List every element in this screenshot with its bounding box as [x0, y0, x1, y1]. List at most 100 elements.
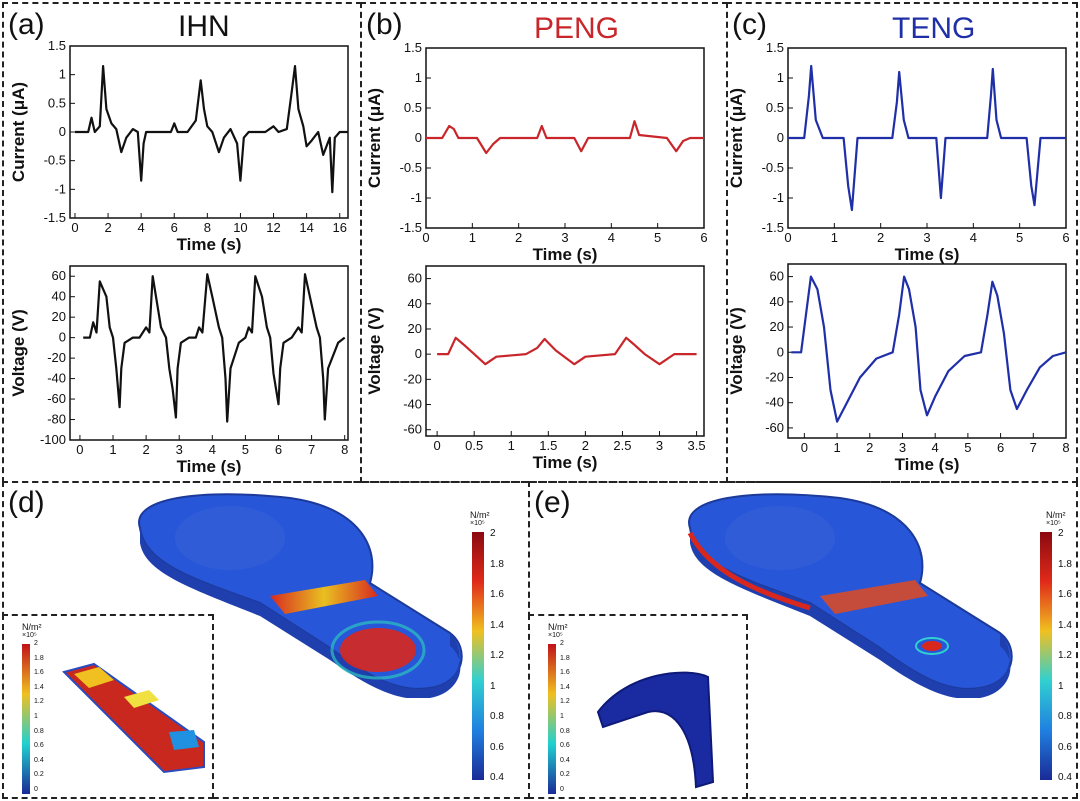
c-current-ytick-label: 1.5: [766, 40, 784, 55]
colorbar-tick-label: 1.4: [1058, 619, 1072, 631]
c-current-xtick-label: 6: [1062, 230, 1069, 245]
panel-d-inset: N/m² ×10⁵ 2 1.8 1.6 1.4 1.2 1 0.8 0.6 0.4 0.2 0: [2, 614, 214, 799]
a-voltage-series-line: [83, 273, 346, 423]
colorbar-tick-label: 1.4: [560, 683, 570, 691]
colorbar-tick-label: 1: [1058, 680, 1064, 692]
c-voltage-ytick-label: -20: [765, 369, 784, 384]
b-current-ytick-label: -1.5: [400, 220, 422, 235]
a-voltage-xtick-label: 5: [242, 442, 249, 457]
a-voltage-ytick-label: -40: [47, 371, 66, 386]
c-voltage-xtick-label: 6: [997, 440, 1004, 455]
b-voltage-xtick-label: 0.5: [465, 438, 483, 453]
a-current-xlabel: Time (s): [177, 235, 242, 254]
c-voltage-frame: [787, 263, 1067, 439]
b-current-ytick-label: -0.5: [400, 160, 422, 175]
colorbar-tick-label: 2: [490, 528, 496, 539]
panel-c-label: (c): [732, 8, 767, 41]
b-voltage-ytick-label: -20: [403, 371, 422, 386]
c-voltage-xtick-label: 8: [1062, 440, 1069, 455]
colorbar-tick-label: 1.2: [490, 650, 504, 661]
b-voltage-frame: [425, 265, 705, 437]
colorbar-tick-label: 1.4: [490, 619, 504, 631]
a-voltage-xlabel: Time (s): [177, 457, 242, 476]
c-voltage-xlabel: Time (s): [895, 455, 960, 474]
colorbar-tick-label: 0: [34, 786, 38, 793]
c-current-xtick-label: 0: [784, 230, 791, 245]
a-voltage-xtick-label: 7: [308, 442, 315, 457]
colorbar-tick-label: 0.4: [560, 756, 570, 764]
c-current-ytick-label: 1: [777, 70, 784, 85]
colorbar-tick-label: 0.6: [560, 742, 570, 750]
colorbar-tick-label: 0.4: [490, 772, 504, 783]
c-current-ytick-label: -1: [772, 190, 784, 205]
a-current-ytick-label: -1: [54, 181, 66, 196]
a-voltage-ytick-label: 60: [52, 268, 66, 283]
colorbar-tick-label: 2: [1058, 528, 1064, 539]
colorbar-tick-label: 1.6: [1058, 589, 1072, 600]
c-current-xtick-label: 1: [831, 230, 838, 245]
c-voltage-ytick-label: 40: [770, 294, 784, 309]
colorbar-tick-label: 0.6: [490, 741, 504, 753]
a-current-ytick-label: -0.5: [44, 153, 66, 168]
colorbar-tick-label: 1.6: [490, 589, 504, 600]
a-voltage-ytick-label: -60: [47, 391, 66, 406]
a-voltage-xtick-label: 0: [76, 442, 83, 457]
a-voltage-xtick-label: 3: [176, 442, 183, 457]
a-current-ytick-label: 0.5: [48, 95, 66, 110]
colorbar-tick-label: 1.6: [560, 669, 570, 677]
colorbar-e: [1040, 532, 1052, 780]
c-voltage-xtick-label: 2: [866, 440, 873, 455]
inset-e-unit: N/m²: [548, 622, 568, 632]
a-current-series-line: [75, 64, 348, 194]
colorbar-tick-label: 1.2: [560, 698, 570, 706]
colorbar-tick-label: 0.8: [34, 727, 44, 735]
a-current-xtick-label: 6: [171, 220, 178, 235]
a-current-xtick-label: 12: [266, 220, 280, 235]
colorbar-tick-label: 1.2: [34, 698, 44, 706]
b-current-xtick-label: 0: [422, 230, 429, 245]
a-voltage-xtick-label: 6: [275, 442, 282, 457]
colorbar-tick-label: 0.2: [560, 771, 570, 779]
b-voltage-xtick-label: 2: [582, 438, 589, 453]
c-current-series-line: [788, 64, 1066, 212]
colorbar-d: [472, 532, 484, 780]
a-current-frame: [69, 45, 349, 219]
colorbar-tick-label: 1.6: [34, 669, 44, 677]
colorbar-tick-label: 0: [560, 786, 564, 793]
a-voltage-ytick-label: 20: [52, 309, 66, 324]
c-current-ytick-label: -1.5: [762, 220, 784, 235]
inset-e-strip-render: [596, 671, 715, 789]
panel-d-label: (d): [8, 486, 45, 519]
a-current-xtick-label: 8: [204, 220, 211, 235]
b-voltage-xtick-label: 0: [434, 438, 441, 453]
a-current-xtick-label: 10: [233, 220, 247, 235]
panel-b-title: PENG: [534, 12, 620, 45]
a-current-ytick-label: 0: [59, 124, 66, 139]
c-voltage-chart: 0 1 2 3 4 5 6 7 8 -60 -40 -20 0 20 40 60 Time (s) Voltage…: [727, 263, 1070, 474]
colorbar-tick-label: 0.8: [1058, 711, 1072, 722]
a-voltage-frame: [69, 265, 349, 441]
a-current-xtick-label: 14: [299, 220, 313, 235]
b-voltage-xtick-label: 3: [656, 438, 663, 453]
b-voltage-xtick-label: 1.5: [539, 438, 557, 453]
a-current-xtick-label: 16: [332, 220, 346, 235]
c-current-xlabel: Time (s): [895, 245, 960, 264]
c-current-ylabel: Current (μA): [727, 88, 746, 188]
a-voltage-ylabel: Voltage (V): [9, 309, 28, 397]
a-voltage-ytick-label: 0: [59, 330, 66, 345]
panel-a-label: (a): [8, 8, 45, 41]
colorbar-d-unit: N/m²: [470, 510, 490, 520]
b-current-ylabel: Current (μA): [365, 88, 384, 188]
b-voltage-ytick-label: -60: [403, 422, 422, 437]
b-current-xtick-label: 1: [469, 230, 476, 245]
c-voltage-ytick-label: -40: [765, 395, 784, 410]
colorbar-tick-label: 2: [34, 640, 38, 647]
b-current-ytick-label: 1.5: [404, 40, 422, 55]
colorbar-d-scale: ×10⁵: [470, 520, 485, 527]
b-voltage-chart: 0 0.5 1 1.5 2 2.5 3 3.5 -60 -40 -20 0 20 40 60 Time (s)…: [365, 265, 706, 472]
colorbar-tick-label: 0.8: [560, 727, 570, 735]
b-voltage-ytick-label: 20: [408, 321, 422, 336]
c-current-ytick-label: 0.5: [766, 100, 784, 115]
colorbar-tick-label: 1.8: [1058, 558, 1072, 570]
